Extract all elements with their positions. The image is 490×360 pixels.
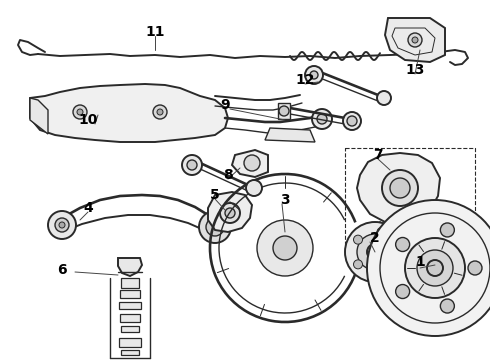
Text: 1: 1 bbox=[415, 255, 425, 269]
Circle shape bbox=[392, 248, 400, 257]
Circle shape bbox=[187, 160, 197, 170]
Circle shape bbox=[367, 200, 490, 336]
Circle shape bbox=[427, 260, 443, 276]
Circle shape bbox=[225, 208, 235, 218]
Circle shape bbox=[367, 244, 383, 260]
Polygon shape bbox=[357, 153, 440, 224]
Circle shape bbox=[199, 211, 231, 243]
Text: 8: 8 bbox=[223, 168, 233, 182]
Text: 2: 2 bbox=[370, 231, 380, 245]
Circle shape bbox=[55, 218, 69, 232]
Circle shape bbox=[377, 267, 386, 276]
Bar bbox=[345, 148, 475, 258]
Circle shape bbox=[182, 155, 202, 175]
Circle shape bbox=[244, 155, 260, 171]
Polygon shape bbox=[208, 192, 252, 232]
Bar bbox=[119, 338, 141, 347]
Circle shape bbox=[343, 112, 361, 130]
Polygon shape bbox=[385, 18, 445, 62]
Circle shape bbox=[414, 240, 430, 256]
Circle shape bbox=[417, 250, 453, 286]
Circle shape bbox=[395, 238, 410, 252]
Circle shape bbox=[246, 180, 262, 196]
Circle shape bbox=[353, 235, 363, 244]
Bar bbox=[121, 326, 139, 332]
Text: 10: 10 bbox=[78, 113, 98, 127]
Circle shape bbox=[305, 66, 323, 84]
Polygon shape bbox=[232, 150, 268, 177]
Circle shape bbox=[77, 109, 83, 115]
Circle shape bbox=[273, 236, 297, 260]
Bar bbox=[121, 350, 139, 355]
Text: 9: 9 bbox=[220, 98, 230, 112]
Circle shape bbox=[390, 178, 410, 198]
Circle shape bbox=[279, 106, 289, 116]
Bar bbox=[121, 278, 139, 288]
Text: 12: 12 bbox=[295, 73, 315, 87]
Circle shape bbox=[412, 37, 418, 43]
Text: 3: 3 bbox=[280, 193, 290, 207]
Circle shape bbox=[157, 109, 163, 115]
Circle shape bbox=[382, 170, 418, 206]
Circle shape bbox=[312, 109, 332, 129]
Circle shape bbox=[367, 240, 383, 256]
Circle shape bbox=[408, 33, 422, 47]
Circle shape bbox=[395, 284, 410, 298]
Polygon shape bbox=[265, 128, 315, 142]
Circle shape bbox=[257, 220, 313, 276]
Bar bbox=[119, 302, 141, 309]
Circle shape bbox=[317, 114, 327, 124]
Circle shape bbox=[59, 222, 65, 228]
Text: 13: 13 bbox=[405, 63, 425, 77]
Text: 11: 11 bbox=[145, 25, 165, 39]
Circle shape bbox=[441, 223, 454, 237]
Bar bbox=[120, 290, 140, 298]
Circle shape bbox=[310, 71, 318, 79]
Circle shape bbox=[353, 260, 363, 269]
Circle shape bbox=[468, 261, 482, 275]
Circle shape bbox=[220, 203, 240, 223]
Circle shape bbox=[441, 299, 454, 313]
Circle shape bbox=[345, 222, 405, 282]
Circle shape bbox=[357, 234, 393, 270]
Circle shape bbox=[48, 211, 76, 239]
Circle shape bbox=[206, 218, 224, 236]
Polygon shape bbox=[30, 84, 228, 142]
Circle shape bbox=[73, 105, 87, 119]
Text: 7: 7 bbox=[373, 148, 383, 162]
Circle shape bbox=[347, 116, 357, 126]
Polygon shape bbox=[118, 258, 142, 276]
Text: 6: 6 bbox=[57, 263, 67, 277]
Text: 4: 4 bbox=[83, 201, 93, 215]
Circle shape bbox=[377, 91, 391, 105]
Polygon shape bbox=[278, 103, 290, 119]
Circle shape bbox=[377, 228, 386, 237]
Circle shape bbox=[153, 105, 167, 119]
Circle shape bbox=[405, 238, 465, 298]
Text: 5: 5 bbox=[210, 188, 220, 202]
Polygon shape bbox=[30, 98, 48, 134]
Bar bbox=[120, 314, 140, 322]
